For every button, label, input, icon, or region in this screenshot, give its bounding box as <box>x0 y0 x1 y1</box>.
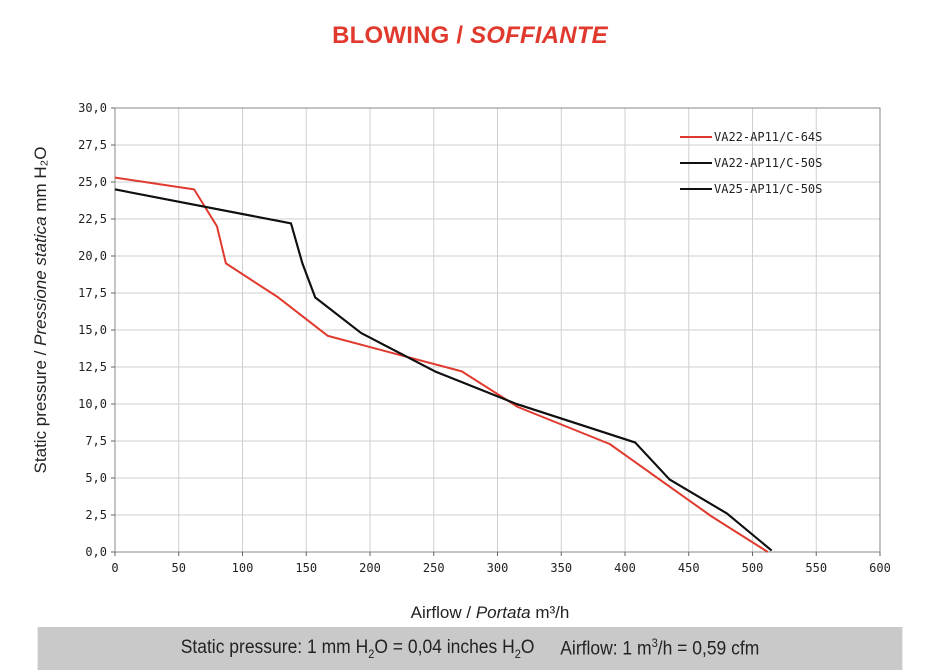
x-tick-label: 350 <box>550 561 572 575</box>
y-tick-label: 15,0 <box>78 323 107 337</box>
legend-label-3: VA25-AP11/C-50S <box>714 182 822 196</box>
x-axis-ticks: 0 50 100 150 200 250 300 350 400 450 500 550 600 <box>111 552 891 575</box>
x-tick-label: 100 <box>232 561 254 575</box>
x-tick-label: 550 <box>805 561 827 575</box>
series-line-3 <box>114 188 773 552</box>
y-axis-ticks: 0,0 2,5 5,0 7,5 10,0 12,5 15,0 17,5 20,0 22,5 25,0… <box>78 101 115 559</box>
airflow-conversion: Airflow: 1 m3/h = 0,59 cfm <box>560 636 760 660</box>
y-tick-label: 27,5 <box>78 138 107 152</box>
y-tick-label: 17,5 <box>78 286 107 300</box>
y-tick-label: 2,5 <box>85 508 107 522</box>
y-tick-label: 30,0 <box>78 101 107 115</box>
y-tick-label: 12,5 <box>78 360 107 374</box>
chart-title-italic: SOFFIANTE <box>470 22 608 49</box>
chart-title-main: BLOWING / <box>332 22 464 49</box>
y-tick-label: 22,5 <box>78 212 107 226</box>
y-axis-label: Static pressure / Pressione statica mm H… <box>31 147 50 474</box>
x-tick-label: 200 <box>359 561 381 575</box>
x-tick-label: 50 <box>172 561 186 575</box>
grid <box>115 108 880 552</box>
legend-label-1: VA22-AP11/C-64S <box>714 130 822 144</box>
x-tick-label: 250 <box>423 561 445 575</box>
x-tick-label: 600 <box>869 561 891 575</box>
legend-label-2: VA22-AP11/C-50S <box>714 156 822 170</box>
x-tick-label: 150 <box>295 561 317 575</box>
y-tick-label: 5,0 <box>85 471 107 485</box>
series-line-1 <box>114 176 769 553</box>
legend: VA22-AP11/C-64S VA22-AP11/C-50S VA25-AP11/… <box>680 130 822 196</box>
y-tick-label: 20,0 <box>78 249 107 263</box>
x-tick-label: 400 <box>614 561 636 575</box>
series-group <box>114 176 773 553</box>
unit-conversion-footer: Static pressure: 1 mm H2O = 0,04 inches … <box>37 627 903 670</box>
y-tick-label: 10,0 <box>78 397 107 411</box>
chart-title: BLOWING / SOFFIANTE <box>0 22 940 50</box>
chart-svg: 0,0 2,5 5,0 7,5 10,0 12,5 15,0 17,5 20,0 22,5 25,0… <box>31 101 891 622</box>
pressure-conversion: Static pressure: 1 mm H2O = 0,04 inches … <box>180 636 535 661</box>
x-tick-label: 300 <box>487 561 509 575</box>
x-tick-label: 500 <box>742 561 764 575</box>
y-tick-label: 25,0 <box>78 175 107 189</box>
series-line-2 <box>114 188 773 552</box>
y-tick-label: 7,5 <box>85 434 107 448</box>
x-tick-label: 0 <box>111 561 118 575</box>
y-tick-label: 0,0 <box>85 545 107 559</box>
x-axis-label: Airflow / Portata m³/h <box>411 603 570 622</box>
x-tick-label: 450 <box>678 561 700 575</box>
